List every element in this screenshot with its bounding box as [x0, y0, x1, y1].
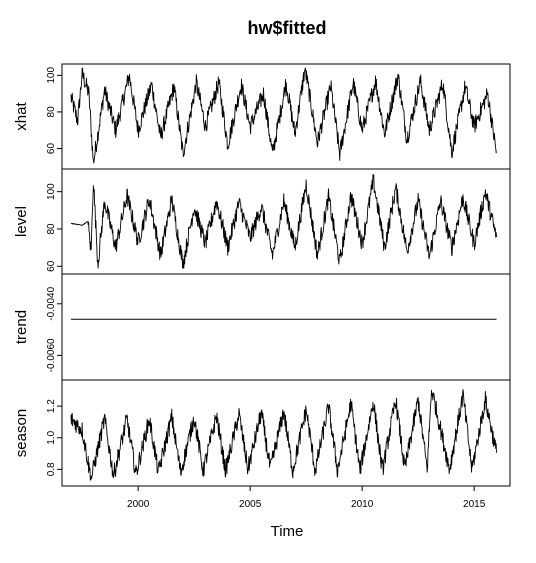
chart-title: hw$fitted: [248, 18, 327, 38]
series-line-xhat: [70, 67, 497, 164]
panel-frame-season: [61, 379, 511, 487]
panel-frame-trend: [61, 273, 511, 381]
x-axis: 2000 2005 2010 2015: [127, 486, 486, 510]
panels-group: 60 80 100 xhat 60 80 100 level -0.0060 -0.0040 tre…: [13, 63, 511, 487]
x-axis-label: Time: [271, 523, 304, 540]
y-tick-label-trend: -0.0060: [46, 338, 57, 372]
panel-xhat: 60 80 100 xhat: [13, 63, 511, 170]
panel-frame-level: [61, 168, 511, 275]
y-axis-label-xhat: xhat: [13, 101, 30, 130]
y-tick-label-season: 1.0: [46, 430, 57, 444]
y-tick-label-season: 0.8: [46, 462, 57, 476]
x-tick-label: 2005: [239, 499, 262, 510]
y-tick-label-level: 100: [46, 183, 57, 200]
y-tick-label-level: 80: [46, 223, 57, 235]
y-tick-label-xhat: 80: [46, 106, 57, 118]
x-tick-label: 2010: [351, 499, 374, 510]
y-axis-label-season: season: [13, 409, 30, 457]
panel-level: 60 80 100 level: [13, 168, 511, 275]
y-tick-label-trend: -0.0040: [46, 286, 57, 320]
y-tick-label-xhat: 60: [46, 143, 57, 155]
panel-season: 0.8 1.0 1.2 season: [13, 379, 511, 487]
y-tick-label-xhat: 100: [46, 67, 57, 84]
y-tick-label-season: 1.2: [46, 399, 57, 413]
y-axis-label-level: level: [13, 206, 30, 237]
x-tick-label: 2000: [127, 499, 150, 510]
panel-trend: -0.0060 -0.0040 trend: [13, 273, 511, 381]
x-tick-label: 2015: [463, 499, 486, 510]
series-line-level: [70, 174, 498, 269]
series-line-season: [70, 389, 498, 481]
y-axis-label-trend: trend: [13, 310, 30, 344]
y-tick-label-level: 60: [46, 260, 57, 272]
